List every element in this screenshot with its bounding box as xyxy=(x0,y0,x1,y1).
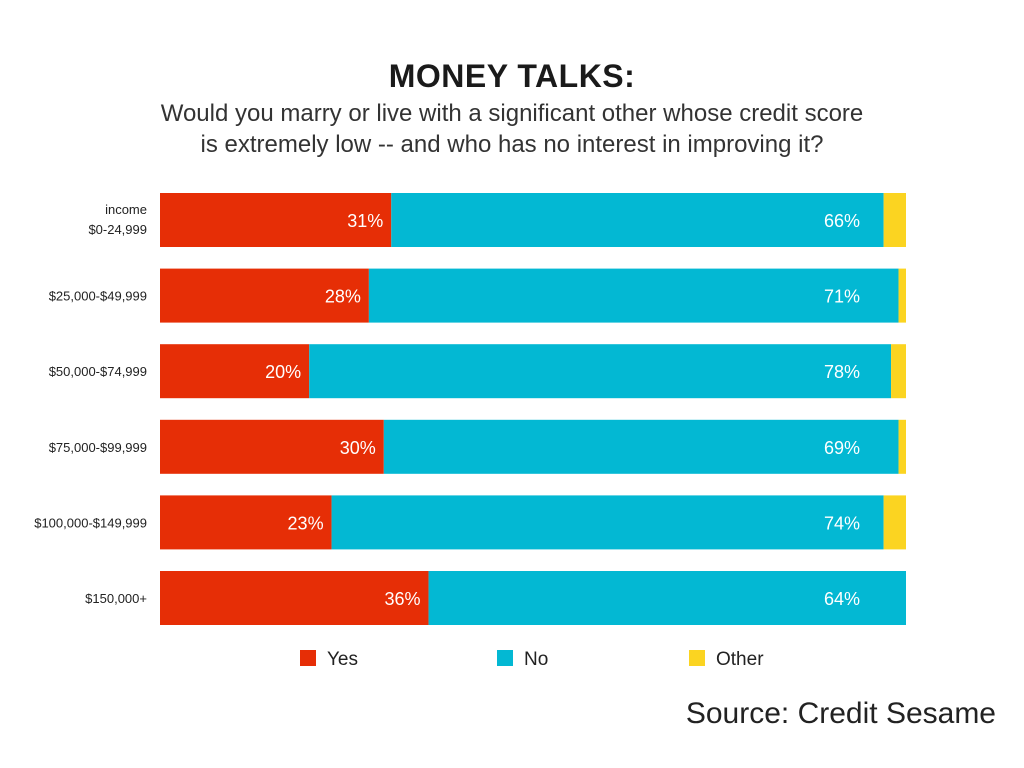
bar-segment-yes xyxy=(160,344,310,399)
category-label: $100,000-$149,999 xyxy=(34,515,147,530)
data-label-no: 66% xyxy=(824,211,860,231)
bar-segment-other xyxy=(898,419,906,474)
category-label: $25,000-$49,999 xyxy=(49,289,147,304)
bar-segment-yes xyxy=(160,268,369,323)
data-label-yes: 30% xyxy=(340,438,376,458)
data-label-no: 78% xyxy=(824,362,860,382)
category-label: $0-24,999 xyxy=(88,222,147,237)
bar-segment-no xyxy=(368,268,899,323)
legend-label-other: Other xyxy=(716,649,764,670)
data-label-no: 69% xyxy=(824,438,860,458)
data-label-no: 71% xyxy=(824,287,860,307)
legend-swatch-other xyxy=(689,650,705,666)
bar-segment-other xyxy=(883,495,906,550)
bar-segment-no xyxy=(383,419,899,474)
legend-label-no: No xyxy=(524,649,548,670)
chart-subtitle-line-1: Would you marry or live with a significa… xyxy=(160,100,864,127)
legend-swatch-yes xyxy=(300,650,316,666)
category-label: $50,000-$74,999 xyxy=(49,364,147,379)
data-label-yes: 20% xyxy=(265,362,301,382)
chart-subtitle-line-2: is extremely low -- and who has no inter… xyxy=(200,131,824,158)
data-label-no: 74% xyxy=(824,513,860,533)
bar-segment-yes xyxy=(160,419,384,474)
bar-segment-no xyxy=(428,571,906,625)
chart-title: MONEY TALKS: xyxy=(388,58,636,94)
bar-segment-no xyxy=(331,495,884,550)
data-label-no: 64% xyxy=(824,589,860,609)
bar-segment-no xyxy=(391,193,884,247)
bar-segment-yes xyxy=(160,495,332,550)
data-label-yes: 28% xyxy=(325,287,361,307)
data-label-yes: 31% xyxy=(347,211,383,231)
bar-segment-yes xyxy=(160,193,392,247)
bar-segment-other xyxy=(883,193,906,247)
source-caption: Source: Credit Sesame xyxy=(685,697,996,730)
legend-swatch-no xyxy=(497,650,513,666)
bar-segment-no xyxy=(309,344,892,399)
category-label: $150,000+ xyxy=(85,591,147,606)
data-label-yes: 36% xyxy=(385,589,421,609)
data-label-yes: 23% xyxy=(288,513,324,533)
bar-segment-yes xyxy=(160,571,429,625)
category-label: $75,000-$99,999 xyxy=(49,440,147,455)
axis-label-income: income xyxy=(105,202,147,217)
bar-segment-other xyxy=(891,344,906,399)
legend-label-yes: Yes xyxy=(327,649,358,670)
bar-segment-other xyxy=(898,268,906,323)
